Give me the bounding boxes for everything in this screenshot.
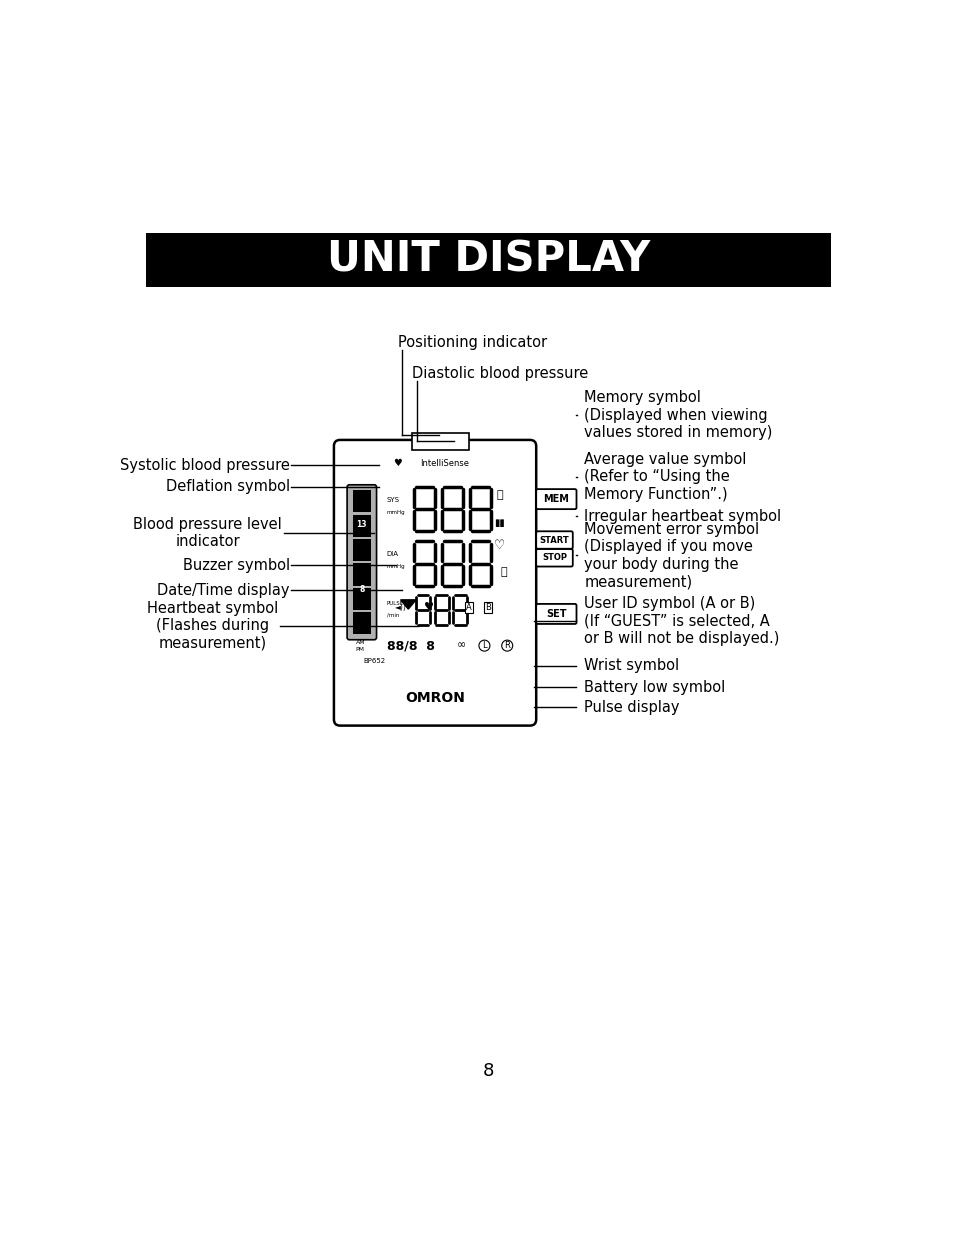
Text: 13: 13 <box>356 520 367 529</box>
FancyBboxPatch shape <box>334 440 536 726</box>
FancyBboxPatch shape <box>347 485 376 640</box>
Text: Pulse display: Pulse display <box>583 700 679 715</box>
Text: R: R <box>504 641 510 650</box>
Text: mmHg: mmHg <box>386 564 405 569</box>
Text: SET: SET <box>545 609 566 619</box>
Text: Memory symbol
(Displayed when viewing
values stored in memory): Memory symbol (Displayed when viewing va… <box>583 390 772 440</box>
Text: mmHg: mmHg <box>386 510 405 515</box>
Text: OMRON: OMRON <box>405 691 464 705</box>
FancyBboxPatch shape <box>536 549 572 566</box>
Text: 📋: 📋 <box>496 490 502 500</box>
Text: /min: /min <box>386 612 398 617</box>
Text: Movement error symbol
(Displayed if you move
your body during the
measurement): Movement error symbol (Displayed if you … <box>583 521 759 589</box>
Text: STOP: STOP <box>541 554 566 562</box>
FancyBboxPatch shape <box>536 489 576 509</box>
Text: AM: AM <box>355 640 365 645</box>
Text: Heartbeat symbol
(Flashes during
measurement): Heartbeat symbol (Flashes during measure… <box>147 601 278 651</box>
FancyBboxPatch shape <box>536 531 572 549</box>
Text: Systolic blood pressure: Systolic blood pressure <box>120 458 290 473</box>
Text: User ID symbol (A or B)
(If “GUEST” is selected, A
or B will not be displayed.): User ID symbol (A or B) (If “GUEST” is s… <box>583 596 779 646</box>
Text: Date/Time display: Date/Time display <box>157 582 290 597</box>
Text: Positioning indicator: Positioning indicator <box>397 335 547 350</box>
Text: ◄)): ◄)) <box>395 602 406 612</box>
Text: Blood pressure level
indicator: Blood pressure level indicator <box>133 518 282 549</box>
Text: PM: PM <box>355 647 364 652</box>
Text: MEM: MEM <box>543 494 569 504</box>
Text: ♥: ♥ <box>393 458 401 468</box>
Text: ▮▮: ▮▮ <box>494 518 504 527</box>
Text: PULSE: PULSE <box>386 601 403 606</box>
Bar <box>353 515 371 536</box>
Text: Deflation symbol: Deflation symbol <box>166 479 290 494</box>
Text: IntelliSense: IntelliSense <box>419 459 469 468</box>
Text: Wrist symbol: Wrist symbol <box>583 658 679 673</box>
Bar <box>353 587 371 610</box>
Polygon shape <box>400 600 416 609</box>
Text: L: L <box>481 641 486 650</box>
Text: 88/8  8: 88/8 8 <box>386 640 434 652</box>
Text: ♡: ♡ <box>494 540 505 552</box>
Text: Battery low symbol: Battery low symbol <box>583 680 724 695</box>
Text: UNIT DISPLAY: UNIT DISPLAY <box>327 238 650 281</box>
Text: A: A <box>466 602 472 612</box>
Text: 8: 8 <box>483 1062 494 1080</box>
Text: Diastolic blood pressure: Diastolic blood pressure <box>412 365 588 380</box>
Text: DIA: DIA <box>386 551 398 557</box>
Text: START: START <box>539 535 569 545</box>
Bar <box>412 433 469 450</box>
Bar <box>353 564 371 586</box>
Text: Average value symbol
(Refer to “Using the
Memory Function”.): Average value symbol (Refer to “Using th… <box>583 451 746 501</box>
Text: B: B <box>485 602 491 612</box>
Text: 🚶: 🚶 <box>499 567 506 577</box>
Bar <box>353 490 371 513</box>
Text: Irregular heartbeat symbol: Irregular heartbeat symbol <box>583 509 781 524</box>
Text: 8: 8 <box>358 585 364 594</box>
FancyBboxPatch shape <box>536 604 576 624</box>
Text: Buzzer symbol: Buzzer symbol <box>182 557 290 572</box>
Text: ∞: ∞ <box>456 641 466 651</box>
Text: ♥: ♥ <box>424 602 434 612</box>
Text: SYS: SYS <box>386 496 399 503</box>
Bar <box>353 539 371 561</box>
Bar <box>353 612 371 635</box>
Bar <box>146 233 831 287</box>
Text: BP652: BP652 <box>363 657 385 663</box>
